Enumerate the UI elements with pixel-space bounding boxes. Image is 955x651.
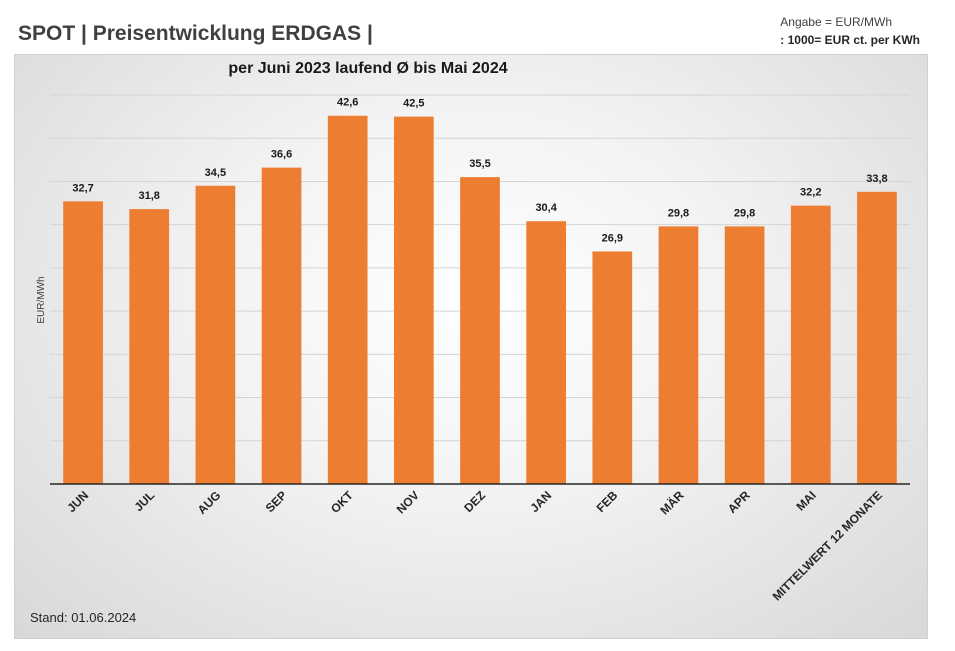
data-label: 30,4 — [535, 202, 557, 214]
data-label: 36,6 — [271, 149, 292, 161]
bar — [195, 185, 236, 484]
x-tick-label: SEP — [263, 488, 290, 515]
x-tick-label: JUL — [131, 488, 157, 514]
bar — [327, 115, 368, 484]
x-tick-label: APR — [725, 488, 753, 516]
x-tick-label: MÄR — [657, 487, 687, 517]
data-label: 35,5 — [469, 158, 490, 170]
bar — [129, 209, 170, 484]
unit-note-line2: : 1000= EUR ct. per KWh — [780, 33, 920, 47]
bar — [724, 226, 765, 484]
bar — [857, 191, 897, 484]
bar — [261, 167, 302, 484]
x-tick-label: MAI — [793, 488, 818, 513]
data-label: 42,6 — [337, 97, 358, 109]
data-label: 31,8 — [139, 190, 160, 202]
x-tick-label: AUG — [195, 488, 224, 517]
bar — [394, 116, 434, 484]
data-label: 29,8 — [668, 207, 689, 219]
bar — [592, 251, 633, 484]
chart-subtitle: per Juni 2023 laufend Ø bis Mai 2024 — [228, 60, 508, 77]
bar — [790, 205, 831, 484]
x-tick-label: FEB — [594, 488, 621, 515]
data-label: 33,8 — [866, 173, 887, 185]
unit-note-line1: Angabe = EUR/MWh — [780, 15, 892, 29]
page-title: SPOT | Preisentwicklung ERDGAS | — [18, 22, 373, 45]
x-tick-label: JAN — [527, 488, 554, 515]
stand-date-label: Stand: 01.06.2024 — [30, 610, 137, 625]
data-label: 32,7 — [72, 182, 93, 194]
data-label: 32,2 — [800, 187, 821, 199]
bar — [526, 221, 566, 484]
bar — [460, 177, 500, 484]
data-label: 29,8 — [734, 207, 755, 219]
x-tick-label: OKT — [328, 488, 356, 516]
data-label: 34,5 — [205, 167, 226, 179]
x-tick-label: MITTELWERT 12 MONATE — [770, 488, 885, 603]
bar — [658, 226, 699, 484]
data-label: 42,5 — [403, 98, 424, 110]
x-tick-label: DEZ — [461, 488, 488, 515]
x-tick-label: NOV — [394, 488, 422, 516]
bar — [63, 201, 103, 484]
y-axis-label: EUR/MWh — [36, 276, 47, 323]
data-label: 26,9 — [602, 232, 623, 244]
unit-note: Angabe = EUR/MWh : 1000= EUR ct. per KWh — [780, 13, 920, 49]
x-tick-label: JUN — [64, 488, 91, 515]
